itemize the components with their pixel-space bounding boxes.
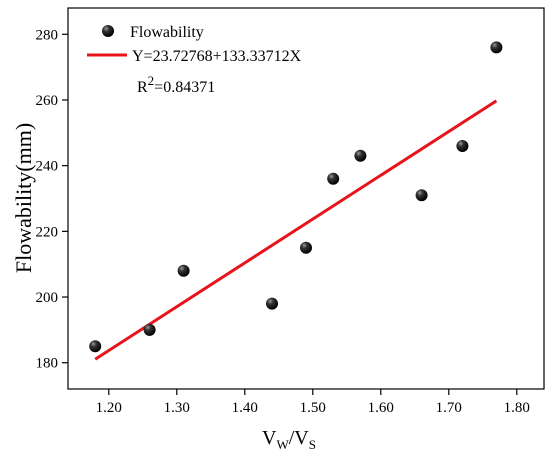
legend-label-fit: Y=23.72768+133.33712X <box>132 48 302 65</box>
data-points <box>89 41 503 353</box>
r-squared-label: R2=0.84371 <box>137 73 215 96</box>
legend-marker-flowability <box>102 25 114 37</box>
y-axis-title: Flowability(mm) <box>11 123 36 273</box>
legend-label-flowability: Flowability <box>130 24 204 41</box>
x-tick-label: 1.80 <box>504 400 530 416</box>
y-tick-label: 220 <box>36 224 59 240</box>
data-point <box>354 149 367 162</box>
x-axis-ticks: 1.20 1.30 1.40 1.50 1.60 1.70 1.80 <box>96 389 530 416</box>
plot-frame <box>67 7 545 390</box>
x-tick-label: 1.20 <box>96 400 122 416</box>
data-point <box>266 297 278 310</box>
y-tick-label: 260 <box>36 93 59 109</box>
data-point <box>415 189 428 202</box>
data-point <box>177 264 190 277</box>
y-tick-label: 240 <box>36 159 59 175</box>
x-tick-label: 1.50 <box>300 400 326 416</box>
y-tick-label: 180 <box>36 356 59 372</box>
x-tick-label: 1.60 <box>368 400 394 416</box>
data-point <box>456 139 469 152</box>
x-tick-label: 1.40 <box>232 400 258 416</box>
x-tick-label: 1.70 <box>436 400 462 416</box>
y-axis-ticks: 180 200 220 240 260 280 <box>36 27 68 372</box>
y-tick-label: 280 <box>36 27 59 43</box>
data-point <box>89 340 102 353</box>
x-axis-title: VW/VS <box>262 427 316 452</box>
y-tick-label: 200 <box>36 290 59 306</box>
data-point <box>300 241 312 254</box>
data-point <box>327 172 340 185</box>
x-tick-label: 1.30 <box>164 400 190 416</box>
data-point <box>490 41 503 54</box>
legend: Flowability Y=23.72768+133.33712X R2=0.8… <box>87 24 302 96</box>
data-point <box>143 323 156 336</box>
regression-line <box>94 99 498 361</box>
